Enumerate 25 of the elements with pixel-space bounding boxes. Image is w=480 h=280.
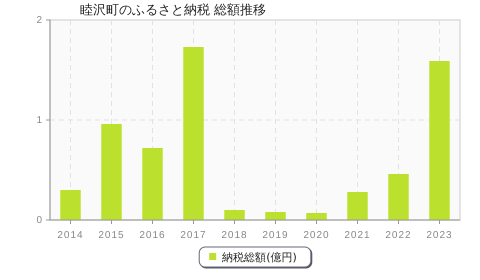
- x-tick-label: 2018: [221, 230, 248, 241]
- x-tick-label: 2019: [262, 230, 289, 241]
- x-tick-label: 2014: [57, 230, 84, 241]
- bar: [183, 47, 204, 220]
- legend-label: 納税総額(億円): [222, 251, 297, 264]
- bar: [101, 124, 122, 220]
- bar: [306, 213, 327, 220]
- x-tick-label: 2020: [303, 230, 330, 241]
- bar: [388, 174, 409, 220]
- x-tick-label: 2022: [385, 230, 412, 241]
- x-tick-label: 2023: [426, 230, 453, 241]
- chart-title: 睦沢町のふるさと納税 総額推移: [80, 3, 266, 18]
- x-tick-label: 2015: [98, 230, 125, 241]
- x-tick-label: 2016: [139, 230, 166, 241]
- bar: [265, 212, 286, 220]
- y-tick-label: 0: [36, 215, 43, 226]
- y-tick-label: 2: [36, 15, 43, 26]
- bar: [347, 192, 368, 220]
- bar: [429, 61, 450, 220]
- x-tick-label: 2021: [344, 230, 371, 241]
- bar: [60, 190, 81, 220]
- y-tick-label: 1: [36, 115, 43, 126]
- bar: [142, 148, 163, 220]
- bar: [224, 210, 245, 220]
- x-tick-label: 2017: [180, 230, 207, 241]
